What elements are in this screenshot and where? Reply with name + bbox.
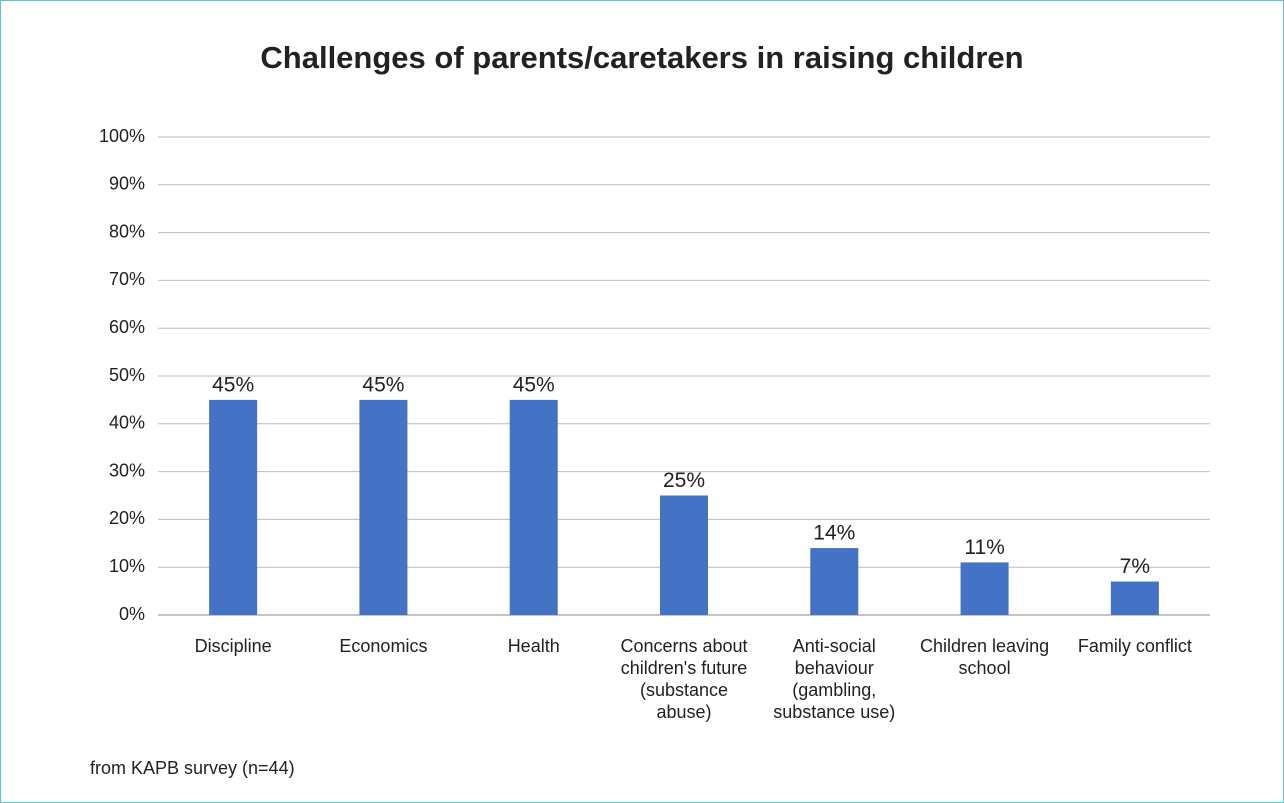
x-tick-label: Children leaving school xyxy=(920,636,1050,678)
value-label: 45% xyxy=(212,373,254,396)
y-tick-label: 50% xyxy=(109,365,145,385)
value-label: 14% xyxy=(813,522,855,545)
source-note: from KAPB survey (n=44) xyxy=(90,758,295,778)
bar xyxy=(660,495,708,615)
value-label: 45% xyxy=(513,373,555,396)
value-label: 7% xyxy=(1120,555,1150,578)
y-tick-label: 30% xyxy=(109,460,145,480)
x-tick-label: Anti-social behaviour (gambling, substan… xyxy=(773,636,896,722)
y-tick-label: 0% xyxy=(119,604,145,624)
y-tick-label: 100% xyxy=(99,126,145,146)
value-label: 11% xyxy=(964,536,1004,559)
bar xyxy=(509,399,558,615)
x-tick-label: Health xyxy=(507,636,560,656)
value-label: 25% xyxy=(663,469,705,492)
bar xyxy=(1110,581,1159,615)
y-tick-label: 90% xyxy=(109,174,145,194)
x-tick-label: Economics xyxy=(339,636,428,656)
x-tick-label: Concerns about children's future (substa… xyxy=(620,636,748,722)
x-tick-label: Discipline xyxy=(194,636,272,656)
y-tick-label: 60% xyxy=(109,317,145,337)
y-tick-label: 40% xyxy=(109,413,145,433)
value-label: 45% xyxy=(362,373,404,396)
y-tick-label: 70% xyxy=(109,269,145,289)
bar xyxy=(960,562,1009,615)
y-tick-label: 20% xyxy=(109,508,145,528)
y-tick-label: 80% xyxy=(109,221,145,241)
y-tick-label: 10% xyxy=(109,556,145,576)
bar xyxy=(810,548,859,615)
bar xyxy=(209,399,258,615)
x-tick-label: Family conflict xyxy=(1077,636,1192,656)
bar xyxy=(359,399,408,615)
chart-title: Challenges of parents/caretakers in rais… xyxy=(260,40,1023,75)
